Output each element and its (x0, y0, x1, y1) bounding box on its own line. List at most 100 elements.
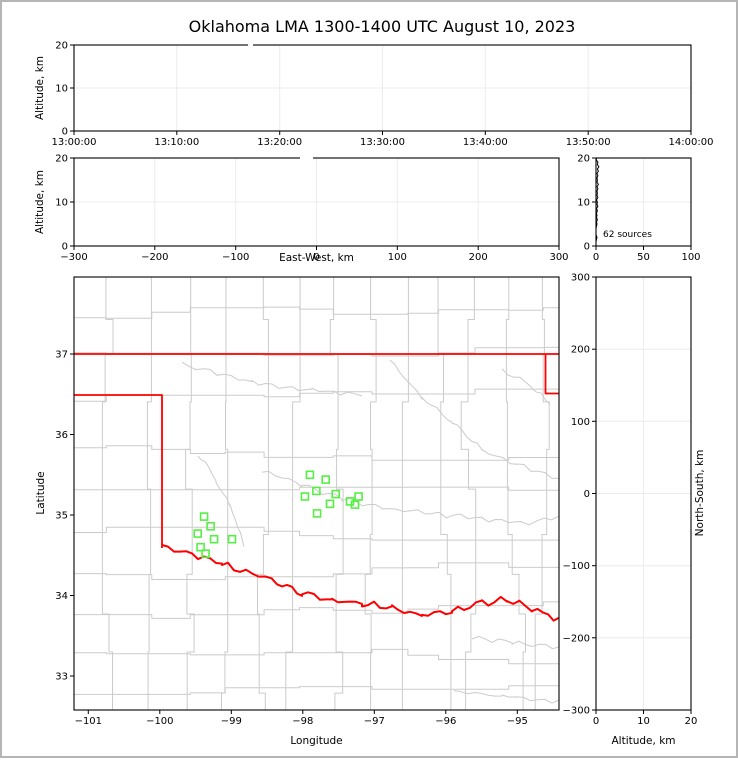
latitude-axis-tick-label: 36 (55, 430, 68, 441)
lma-station-marker (193, 529, 202, 538)
north-south-axis-tick-label: 200 (571, 345, 590, 356)
river-line (181, 361, 363, 397)
north-south-axis-tick-label: 100 (571, 417, 590, 428)
latitude-axis-tick-label: 34 (55, 591, 68, 602)
river-line (261, 470, 559, 526)
east-west-axis-tick-label: 100 (388, 252, 407, 263)
longitude-axis-tick-label: −97 (364, 716, 385, 727)
histogram-altitude-tick-label: 10 (577, 198, 590, 209)
altitude-histogram-trace (595, 157, 600, 246)
lma-station-marker (321, 475, 331, 484)
ns-altitude-axis-tick-label: 10 (637, 716, 650, 727)
river-line (197, 455, 245, 547)
county-boundary-line (101, 277, 114, 710)
ew-panel-altitude-tick-label: 20 (55, 154, 68, 165)
lma-station-marker (331, 489, 341, 499)
east-west-axis-tick-label: −300 (60, 252, 87, 263)
time-axis-tick-label: 13:30:00 (360, 137, 405, 148)
county-boundary-line (364, 277, 377, 710)
time-panel-altitude-tick-label: 20 (55, 41, 68, 52)
ns-panel-xlabel: Altitude, km (611, 735, 675, 747)
longitude-axis-tick-label: −100 (146, 716, 173, 727)
lma-station-marker (325, 499, 335, 509)
county-boundary-line (221, 277, 229, 710)
longitude-axis-tick-label: −98 (292, 716, 313, 727)
map-panel-border (73, 276, 560, 711)
lma-station-marker (305, 470, 315, 480)
county-boundary-line (74, 685, 559, 695)
east-west-axis-tick-label: 200 (469, 252, 488, 263)
county-boundary-line (74, 601, 559, 619)
histogram-count-axis-tick-label: 100 (681, 252, 700, 263)
ns-altitude-axis-tick-label: 20 (685, 716, 698, 727)
latitude-axis-tick-label: 35 (55, 511, 68, 522)
county-boundary-line (74, 562, 559, 581)
time-axis-tick-label: 13:50:00 (566, 137, 611, 148)
time-axis-tick-label: 14:00:00 (669, 137, 714, 148)
state-border-west (74, 394, 163, 548)
map-content-layer (74, 277, 559, 710)
map-ylabel: Latitude (35, 471, 47, 514)
ew-panel-xlabel: East-West, km (279, 252, 354, 264)
source-count-annotation: 62 sources (603, 230, 652, 240)
east-west-axis-tick-label: 300 (549, 252, 568, 263)
histogram-altitude-tick-label: 0 (584, 242, 590, 253)
county-boundary-line (437, 277, 452, 710)
lma-station-marker (206, 521, 215, 531)
lma-station-marker (312, 509, 322, 518)
time-axis-tick-label: 13:20:00 (257, 137, 302, 148)
north-south-axis-tick-label: 300 (571, 273, 590, 284)
state-border-east (544, 354, 559, 395)
lma-station-marker (196, 542, 205, 552)
county-boundary-line (401, 277, 409, 710)
county-boundary-line (185, 277, 195, 710)
county-boundary-line (74, 445, 559, 461)
map-xlabel: Longitude (290, 735, 342, 747)
time-axis-tick-label: 13:00:00 (52, 137, 97, 148)
county-boundary-line (460, 277, 477, 710)
latitude-axis-tick-label: 37 (55, 350, 68, 361)
river-line (389, 359, 559, 479)
county-boundary-line (285, 277, 301, 710)
histogram-count-axis-tick-label: 50 (637, 252, 650, 263)
county-boundary-line (257, 277, 269, 710)
ew-panel-altitude-tick-label: 0 (62, 242, 68, 253)
lma-station-marker (312, 486, 321, 496)
lma-station-marker (209, 534, 219, 544)
ew-panel-altitude-tick-label: 10 (55, 198, 68, 209)
east-west-axis-tick-label: −200 (141, 252, 168, 263)
county-boundary-line (534, 277, 550, 710)
longitude-axis-tick-label: −101 (75, 716, 102, 727)
ew-panel-ylabel: Altitude, km (34, 170, 46, 234)
time-panel-altitude-tick-label: 0 (62, 127, 68, 138)
north-south-axis-tick-label: −100 (563, 561, 590, 572)
east-west-axis-tick-label: −100 (222, 252, 249, 263)
lma-station-marker (354, 492, 363, 501)
river-line (501, 368, 551, 405)
lma-station-marker (227, 534, 237, 544)
state-border-red-river (161, 544, 559, 622)
county-boundary-line (146, 277, 152, 710)
county-boundary-line (74, 486, 559, 491)
ns-panel-ylabel: North-South, km (694, 450, 706, 537)
time-panel-altitude-tick-label: 10 (55, 84, 68, 95)
latitude-axis-tick-label: 33 (55, 672, 68, 683)
axis-notch (300, 156, 313, 160)
county-boundary-line (505, 277, 526, 710)
histogram-altitude-tick-label: 20 (577, 154, 590, 165)
gridlines-layer (74, 45, 691, 710)
axis-notch (248, 43, 253, 47)
county-boundary-line (74, 388, 559, 402)
figure-title: Oklahoma LMA 1300-1400 UTC August 10, 20… (189, 17, 576, 36)
river-line (453, 690, 559, 704)
county-boundary-line (74, 526, 559, 541)
longitude-axis-tick-label: −99 (221, 716, 242, 727)
longitude-axis-tick-label: −96 (435, 716, 456, 727)
ns-altitude-axis-tick-label: 0 (593, 716, 599, 727)
east-west-axis-tick-label: 0 (313, 252, 319, 263)
lma-station-marker (201, 549, 210, 559)
north-south-axis-tick-label: −200 (563, 633, 590, 644)
north-south-axis-tick-label: −300 (563, 706, 590, 717)
